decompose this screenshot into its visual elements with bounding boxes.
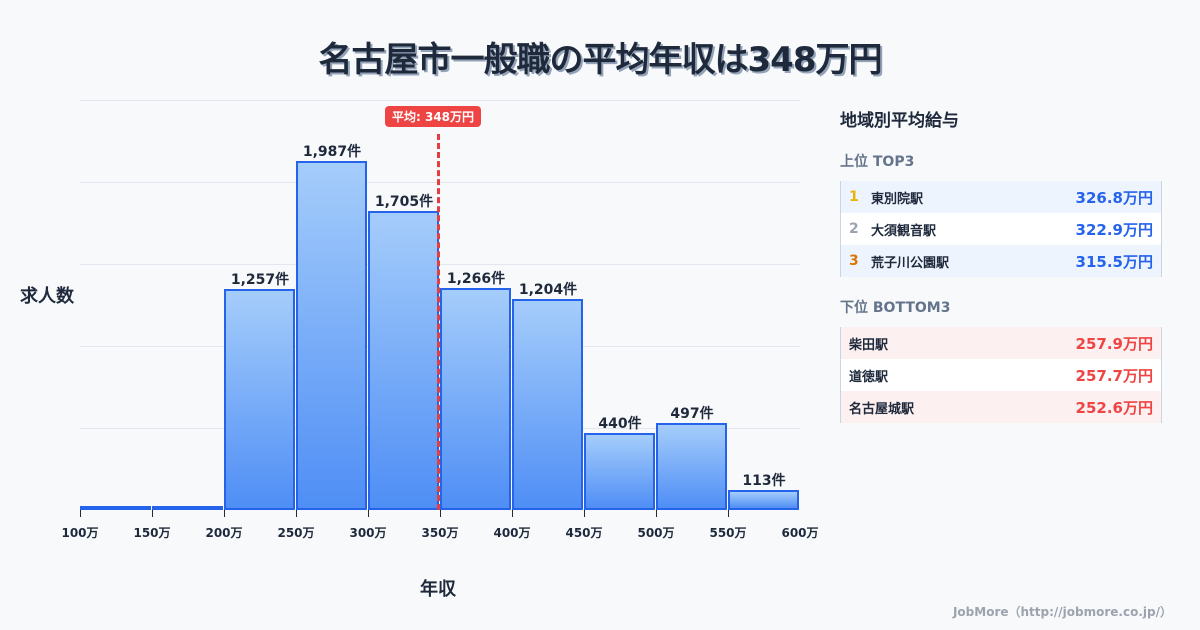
- average-line: [437, 134, 440, 510]
- bottom3-table: 柴田駅 257.9万円 道徳駅 257.7万円 名古屋城駅 252.6万円: [840, 327, 1162, 423]
- x-tick: [440, 510, 441, 517]
- x-tick: [368, 510, 369, 517]
- top3-table: 1 東別院駅 326.8万円 2 大須観音駅 322.9万円 3 荒子川公園駅 315.5万…: [840, 181, 1162, 277]
- salary-value: 257.7万円: [1075, 366, 1153, 385]
- plot-area: 1,257件 1,987件 1,705件 1,266件 1,204件 440件 497件 11…: [80, 100, 800, 510]
- station-name: 大須観音駅: [871, 223, 937, 239]
- rank: 2: [849, 221, 859, 237]
- histogram-bar: [512, 299, 583, 510]
- bar-value-label: 1,705件: [374, 194, 434, 210]
- salary-value: 326.8万円: [1075, 188, 1153, 207]
- x-tick-label: 400万: [493, 526, 531, 540]
- bar-value-label: 1,987件: [302, 144, 362, 160]
- table-row: 柴田駅 257.9万円: [841, 327, 1161, 359]
- x-tick-label: 150万: [133, 526, 171, 540]
- x-tick: [512, 510, 513, 517]
- x-tick: [728, 510, 729, 517]
- station-name: 東別院駅: [871, 191, 924, 207]
- histogram-bar: [224, 289, 295, 510]
- rank: 3: [849, 253, 859, 269]
- bottom3-title: 下位 BOTTOM3: [840, 300, 951, 316]
- histogram-bar: [440, 288, 511, 510]
- x-tick: [296, 510, 297, 517]
- x-tick: [80, 510, 81, 517]
- footer-credit: JobMore（http://jobmore.co.jp/）: [952, 605, 1172, 619]
- x-tick: [152, 510, 153, 517]
- histogram-bar: [368, 211, 439, 510]
- gridline: [80, 100, 800, 101]
- chart-title: 名古屋市一般職の平均年収は348万円: [318, 40, 883, 80]
- bar-value-label: 1,266件: [446, 271, 506, 287]
- histogram-bar: [728, 490, 799, 510]
- gridline: [80, 182, 800, 183]
- x-tick-label: 500万: [637, 526, 675, 540]
- regional-salary-panel: 地域別平均給与 上位 TOP3 1 東別院駅 326.8万円 2 大須観音駅 322.9…: [840, 100, 1162, 423]
- bar-value-label: 440件: [598, 416, 642, 432]
- y-axis-label: 求人数: [20, 286, 74, 307]
- top3-title: 上位 TOP3: [840, 154, 915, 170]
- histogram-bar: [152, 506, 223, 510]
- histogram-bar: [656, 423, 727, 510]
- bar-value-label: 1,204件: [518, 282, 578, 298]
- station-name: 柴田駅: [849, 337, 889, 353]
- histogram-bar: [80, 506, 151, 510]
- x-tick-label: 200万: [205, 526, 243, 540]
- panel-title: 地域別平均給与: [840, 111, 959, 131]
- salary-value: 257.9万円: [1075, 334, 1153, 353]
- station-name: 道徳駅: [849, 369, 889, 385]
- bar-value-label: 1,257件: [230, 272, 290, 288]
- bar-value-label: 497件: [670, 406, 714, 422]
- x-tick-label: 250万: [277, 526, 315, 540]
- x-tick-label: 100万: [61, 526, 99, 540]
- table-row: 3 荒子川公園駅 315.5万円: [841, 245, 1161, 277]
- bar-value-label: 113件: [742, 473, 786, 489]
- histogram-bar: [296, 161, 367, 510]
- rank: 1: [849, 189, 859, 205]
- average-badge: 平均: 348万円: [385, 106, 482, 127]
- salary-value: 252.6万円: [1075, 398, 1153, 417]
- x-tick-label: 300万: [349, 526, 387, 540]
- salary-value: 315.5万円: [1075, 252, 1153, 271]
- gridline: [80, 264, 800, 265]
- salary-value: 322.9万円: [1075, 220, 1153, 239]
- table-row: 道徳駅 257.7万円: [841, 359, 1161, 391]
- x-tick-label: 550万: [709, 526, 747, 540]
- table-row: 名古屋城駅 252.6万円: [841, 391, 1161, 423]
- station-name: 荒子川公園駅: [871, 255, 950, 271]
- station-name: 名古屋城駅: [849, 401, 915, 417]
- histogram-bar: [584, 433, 655, 510]
- x-tick: [656, 510, 657, 517]
- x-tick-label: 600万: [781, 526, 819, 540]
- x-tick-label: 450万: [565, 526, 603, 540]
- x-tick: [224, 510, 225, 517]
- x-axis-label: 年収: [420, 579, 456, 600]
- x-tick-label: 350万: [421, 526, 459, 540]
- table-row: 1 東別院駅 326.8万円: [841, 181, 1161, 213]
- table-row: 2 大須観音駅 322.9万円: [841, 213, 1161, 245]
- x-tick: [584, 510, 585, 517]
